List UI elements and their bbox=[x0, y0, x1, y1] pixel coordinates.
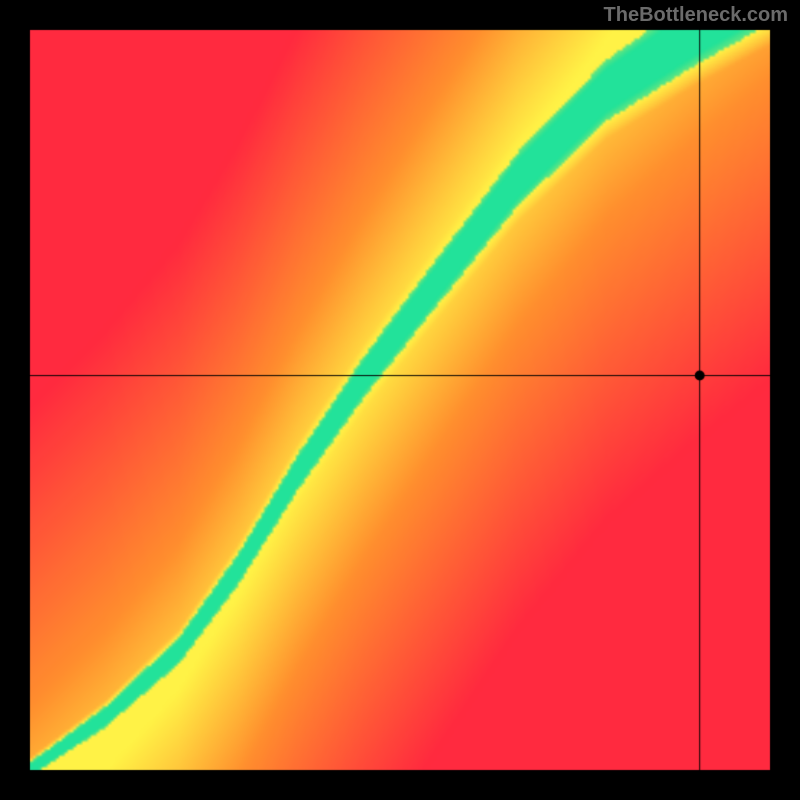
watermark-text: TheBottleneck.com bbox=[604, 4, 788, 27]
chart-container: TheBottleneck.com bbox=[0, 0, 800, 800]
bottleneck-heatmap bbox=[0, 0, 800, 800]
